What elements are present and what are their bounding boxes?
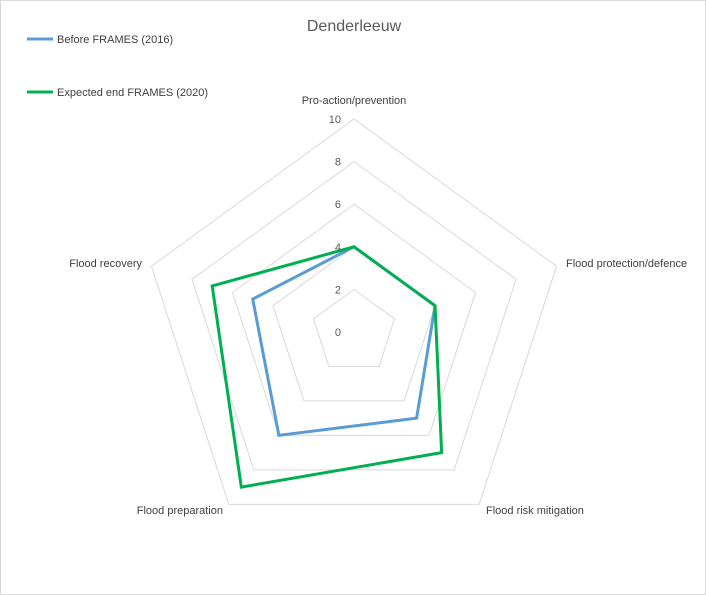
axis-label-3: Flood preparation xyxy=(137,505,223,517)
legend-label-before: Before FRAMES (2016) xyxy=(57,34,173,46)
grid-ring-2 xyxy=(312,288,396,367)
series-line-0 xyxy=(251,245,437,438)
tick-label-0: 0 xyxy=(335,327,341,339)
tick-label-10: 10 xyxy=(329,114,341,126)
series-line-1 xyxy=(210,245,444,489)
grid-ring-6 xyxy=(231,203,477,436)
grid-ring-10 xyxy=(150,118,558,505)
axis-label-1: Flood protection/defence xyxy=(566,258,687,270)
radar-axis-labels: Pro-action/prevention Flood protection/de… xyxy=(69,95,687,517)
axis-label-2: Flood risk mitigation xyxy=(486,505,584,517)
tick-label-4: 4 xyxy=(335,242,341,254)
tick-label-6: 6 xyxy=(335,199,341,211)
chart-title: Denderleeuw xyxy=(307,18,402,35)
legend-label-expected: Expected end FRAMES (2020) xyxy=(57,87,208,99)
tick-label-8: 8 xyxy=(335,157,341,169)
radar-series xyxy=(210,245,444,489)
grid-ring-8 xyxy=(191,160,517,471)
axis-label-0: Pro-action/prevention xyxy=(302,95,407,107)
axis-label-4: Flood recovery xyxy=(69,258,142,270)
legend: Before FRAMES (2016) Expected end FRAMES… xyxy=(27,34,208,99)
tick-label-2: 2 xyxy=(335,284,341,296)
radar-ticks: 0 2 4 6 8 10 xyxy=(329,114,341,339)
radar-grid xyxy=(150,118,558,505)
grid-ring-4 xyxy=(272,246,436,402)
